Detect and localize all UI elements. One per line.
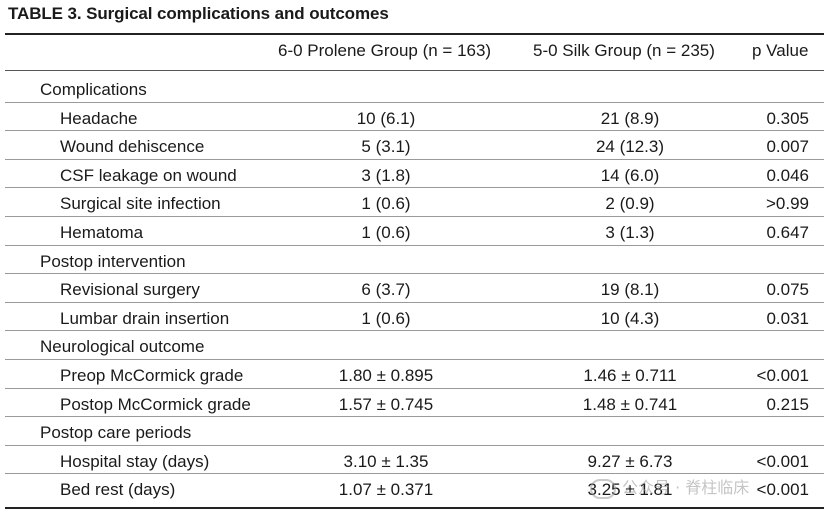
prolene-value: 6 (3.7): [361, 280, 411, 299]
silk-value: 9.27 ± 6.73: [587, 452, 673, 471]
p-value: 0.215: [766, 395, 809, 414]
row-label: Postop McCormick grade: [60, 395, 251, 414]
section-label: Neurological outcome: [40, 337, 205, 356]
table-row: Hematoma 1 (0.6) 3 (1.3) 0.647: [5, 219, 824, 247]
prolene-value: 10 (6.1): [356, 109, 416, 128]
prolene-value: 1 (0.6): [361, 309, 411, 328]
silk-value: 1.46 ± 0.711: [583, 366, 677, 385]
row-label: Preop McCormick grade: [60, 366, 244, 385]
row-divider: [5, 159, 824, 160]
table-row: Headache 10 (6.1) 21 (8.9) 0.305: [5, 105, 824, 133]
header-col-prolene: 6-0 Prolene Group (n = 163): [278, 41, 492, 60]
table-row: Surgical site infection 1 (0.6) 2 (0.9) >0.…: [5, 190, 824, 218]
bottom-rule: [5, 507, 824, 509]
table-row: Lumbar drain insertion 1 (0.6) 10 (4.3) 0.0…: [5, 305, 824, 333]
p-value: 0.305: [766, 109, 809, 128]
table-row: Wound dehiscence 5 (3.1) 24 (12.3) 0.007: [5, 133, 824, 161]
row-divider: [5, 130, 824, 131]
row-divider: [5, 445, 824, 446]
prolene-value: 3.10 ± 1.35: [343, 452, 429, 471]
silk-value: 19 (8.1): [600, 280, 660, 299]
prolene-value: 1.07 ± 0.371: [338, 480, 434, 499]
row-divider: [5, 273, 824, 274]
silk-value: 24 (12.3): [595, 137, 665, 156]
table-row: Hospital stay (days) 3.10 ± 1.35 9.27 ± 6.…: [5, 448, 824, 476]
row-divider: [5, 187, 824, 188]
p-value: >0.99: [765, 194, 809, 213]
row-divider: [5, 216, 824, 217]
prolene-value: 5 (3.1): [361, 137, 411, 156]
row-divider: [5, 102, 824, 103]
watermark-text: 公众号 · 脊柱临床: [622, 478, 750, 497]
wechat-icon: [590, 478, 616, 499]
row-divider: [5, 388, 824, 389]
prolene-value: 1 (0.6): [361, 223, 411, 242]
table-title: TABLE 3. Surgical complications and outc…: [8, 4, 389, 23]
section-row: Complications: [5, 76, 824, 104]
row-divider: [5, 359, 824, 360]
p-value: 0.031: [766, 309, 809, 328]
prolene-value: 1 (0.6): [361, 194, 411, 213]
p-value: <0.001: [756, 366, 809, 385]
table-row: Revisional surgery 6 (3.7) 19 (8.1) 0.075: [5, 276, 824, 304]
section-label: Complications: [40, 80, 147, 99]
header-col-silk: 5-0 Silk Group (n = 235): [533, 41, 715, 60]
silk-value: 1.48 ± 0.741: [582, 395, 678, 414]
p-value: 0.046: [766, 166, 809, 185]
p-value: 0.647: [766, 223, 809, 242]
row-label: Hospital stay (days): [60, 452, 210, 471]
top-rule: [5, 33, 824, 35]
row-label: Surgical site infection: [60, 194, 221, 213]
table-row: Preop McCormick grade 1.80 ± 0.895 1.46 ± …: [5, 362, 824, 390]
prolene-value: 1.80 ± 0.895: [338, 366, 434, 385]
prolene-value: 3 (1.8): [361, 166, 411, 185]
watermark: 公众号 · 脊柱临床: [590, 474, 749, 499]
header-rule: [5, 70, 824, 71]
section-label: Postop intervention: [40, 252, 186, 271]
section-label: Postop care periods: [40, 423, 192, 442]
section-row: Neurological outcome: [5, 333, 824, 361]
row-label: Wound dehiscence: [60, 137, 205, 156]
table-row: CSF leakage on wound 3 (1.8) 14 (6.0) 0.046: [5, 162, 824, 190]
header-col-p-value: p Value: [752, 41, 809, 60]
p-value: 0.007: [766, 137, 809, 156]
row-label: Revisional surgery: [60, 280, 200, 299]
row-label: CSF leakage on wound: [60, 166, 237, 185]
p-value: <0.001: [756, 480, 809, 499]
silk-value: 3 (1.3): [605, 223, 655, 242]
section-row: Postop intervention: [5, 248, 824, 276]
row-divider: [5, 302, 824, 303]
silk-value: 10 (4.3): [600, 309, 660, 328]
silk-value: 21 (8.9): [600, 109, 660, 128]
row-divider: [5, 245, 824, 246]
row-divider: [5, 416, 824, 417]
table-row: Postop McCormick grade 1.57 ± 0.745 1.48 ±…: [5, 391, 824, 419]
row-label: Hematoma: [60, 223, 144, 242]
section-row: Postop care periods: [5, 419, 824, 447]
row-divider: [5, 473, 824, 474]
row-label: Headache: [60, 109, 138, 128]
p-value: <0.001: [756, 452, 809, 471]
silk-value: 14 (6.0): [600, 166, 660, 185]
p-value: 0.075: [766, 280, 809, 299]
row-divider: [5, 330, 824, 331]
row-label: Lumbar drain insertion: [60, 309, 230, 328]
prolene-value: 1.57 ± 0.745: [338, 395, 434, 414]
row-label: Bed rest (days): [60, 480, 176, 499]
silk-value: 2 (0.9): [605, 194, 655, 213]
